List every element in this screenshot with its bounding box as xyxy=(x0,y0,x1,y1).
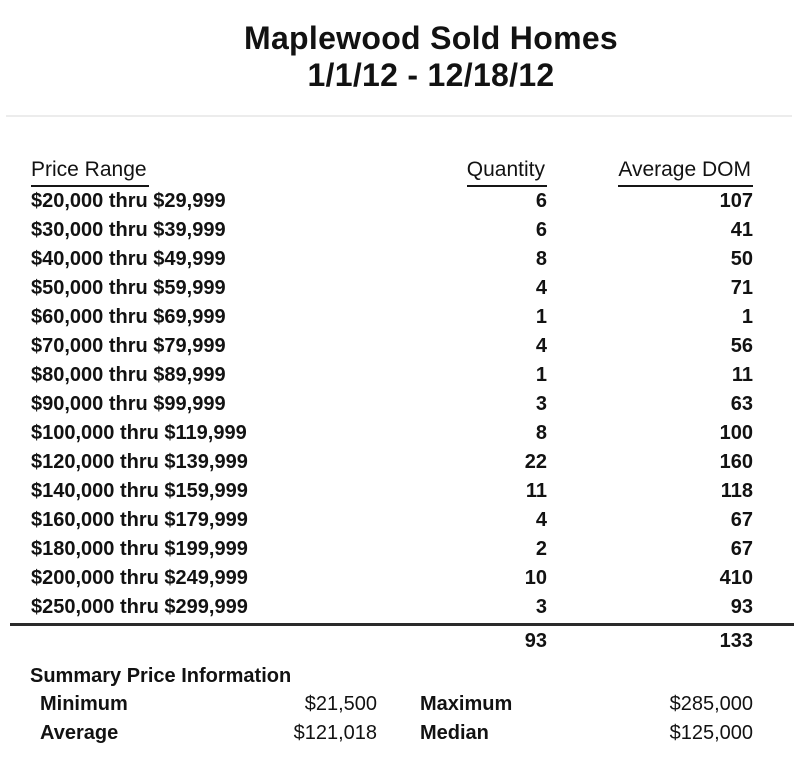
total-quantity: 93 xyxy=(524,630,547,652)
totals-divider xyxy=(10,623,794,626)
report-header: Maplewood Sold Homes 1/1/12 - 12/18/12 xyxy=(0,20,798,94)
summary-value-minimum: $21,500 xyxy=(304,693,377,715)
summary-label-average: Average xyxy=(40,722,119,744)
table-row: $50,000 thru $59,999 4 71 xyxy=(0,274,798,303)
quantity-cell: 1 xyxy=(535,364,547,386)
price-range-cell: $180,000 thru $199,999 xyxy=(31,538,248,560)
table-row: $160,000 thru $179,999 4 67 xyxy=(0,506,798,535)
table-row: $30,000 thru $39,999 6 41 xyxy=(0,216,798,245)
quantity-cell: 4 xyxy=(535,277,547,299)
average-dom-cell: 56 xyxy=(730,335,753,357)
summary-value-maximum: $285,000 xyxy=(669,693,753,715)
page-title: Maplewood Sold Homes xyxy=(243,20,619,56)
table-row: $90,000 thru $99,999 3 63 xyxy=(0,390,798,419)
totals-row: 93 133 xyxy=(0,627,798,656)
quantity-cell: 3 xyxy=(535,596,547,618)
price-range-cell: $30,000 thru $39,999 xyxy=(31,219,226,241)
table-header-row: Price Range Quantity Average DOM xyxy=(0,155,798,187)
quantity-cell: 4 xyxy=(535,335,547,357)
table-row: $80,000 thru $89,999 1 11 xyxy=(0,361,798,390)
average-dom-cell: 100 xyxy=(719,422,753,444)
column-header-quantity-cell: Quantity xyxy=(432,155,547,187)
price-range-cell: $70,000 thru $79,999 xyxy=(31,335,226,357)
quantity-cell: 10 xyxy=(524,567,547,589)
column-header-price-range-cell: Price Range xyxy=(31,155,432,187)
average-dom-cell: 160 xyxy=(719,451,753,473)
price-range-cell: $250,000 thru $299,999 xyxy=(31,596,248,618)
table-row: $100,000 thru $119,999 8 100 xyxy=(0,419,798,448)
summary-label-minimum: Minimum xyxy=(40,693,128,715)
average-dom-cell: 71 xyxy=(730,277,753,299)
price-range-cell: $140,000 thru $159,999 xyxy=(31,480,248,502)
table-row: $20,000 thru $29,999 6 107 xyxy=(0,187,798,216)
summary-row-min-max: Minimum $21,500 Maximum $285,000 xyxy=(0,690,798,719)
table-row: $200,000 thru $249,999 10 410 xyxy=(0,564,798,593)
price-range-cell: $120,000 thru $139,999 xyxy=(31,451,248,473)
average-dom-cell: 107 xyxy=(719,190,753,212)
summary-section: Summary Price Information Minimum $21,50… xyxy=(0,663,798,748)
column-header-quantity: Quantity xyxy=(466,155,547,187)
average-dom-cell: 67 xyxy=(730,538,753,560)
table-row: $40,000 thru $49,999 8 50 xyxy=(0,245,798,274)
price-range-cell: $60,000 thru $69,999 xyxy=(31,306,226,328)
average-dom-cell: 1 xyxy=(741,306,753,328)
page-subtitle: 1/1/12 - 12/18/12 xyxy=(307,57,555,93)
table-row: $180,000 thru $199,999 2 67 xyxy=(0,535,798,564)
column-header-price-range: Price Range xyxy=(31,155,149,187)
table-row: $60,000 thru $69,999 1 1 xyxy=(0,303,798,332)
price-range-cell: $90,000 thru $99,999 xyxy=(31,393,226,415)
price-range-cell: $80,000 thru $89,999 xyxy=(31,364,226,386)
price-range-cell: $100,000 thru $119,999 xyxy=(31,422,247,444)
price-range-cell: $200,000 thru $249,999 xyxy=(31,567,248,589)
quantity-cell: 2 xyxy=(535,538,547,560)
quantity-cell: 1 xyxy=(535,306,547,328)
summary-value-median: $125,000 xyxy=(669,722,753,744)
quantity-cell: 3 xyxy=(535,393,547,415)
summary-value-average: $121,018 xyxy=(293,722,377,744)
total-average-dom: 133 xyxy=(719,630,753,652)
price-range-cell: $20,000 thru $29,999 xyxy=(31,190,226,212)
average-dom-cell: 11 xyxy=(731,364,753,386)
average-dom-cell: 63 xyxy=(730,393,753,415)
column-header-average-dom: Average DOM xyxy=(618,155,753,187)
average-dom-cell: 93 xyxy=(730,596,753,618)
summary-label-median: Median xyxy=(420,722,489,744)
quantity-cell: 22 xyxy=(524,451,547,473)
average-dom-cell: 118 xyxy=(720,480,753,502)
summary-row-avg-median: Average $121,018 Median $125,000 xyxy=(0,719,798,748)
quantity-cell: 11 xyxy=(525,480,547,502)
summary-heading: Summary Price Information xyxy=(30,665,292,687)
table-row: $250,000 thru $299,999 3 93 xyxy=(0,593,798,622)
column-header-average-dom-cell: Average DOM xyxy=(547,155,753,187)
quantity-cell: 4 xyxy=(535,509,547,531)
price-range-cell: $40,000 thru $49,999 xyxy=(31,248,226,270)
quantity-cell: 8 xyxy=(535,248,547,270)
average-dom-cell: 410 xyxy=(719,567,753,589)
average-dom-cell: 67 xyxy=(730,509,753,531)
summary-label-maximum: Maximum xyxy=(420,693,513,715)
table-body: $20,000 thru $29,999 6 107 $30,000 thru … xyxy=(0,187,798,622)
quantity-cell: 8 xyxy=(535,422,547,444)
table-row: $70,000 thru $79,999 4 56 xyxy=(0,332,798,361)
table-row: $140,000 thru $159,999 11 118 xyxy=(0,477,798,506)
quantity-cell: 6 xyxy=(535,219,547,241)
price-range-cell: $50,000 thru $59,999 xyxy=(31,277,226,299)
top-divider xyxy=(6,115,792,117)
average-dom-cell: 41 xyxy=(730,219,753,241)
sold-homes-table: Price Range Quantity Average DOM $20,000… xyxy=(0,155,798,656)
price-range-cell: $160,000 thru $179,999 xyxy=(31,509,248,531)
table-row: $120,000 thru $139,999 22 160 xyxy=(0,448,798,477)
quantity-cell: 6 xyxy=(535,190,547,212)
average-dom-cell: 50 xyxy=(730,248,753,270)
